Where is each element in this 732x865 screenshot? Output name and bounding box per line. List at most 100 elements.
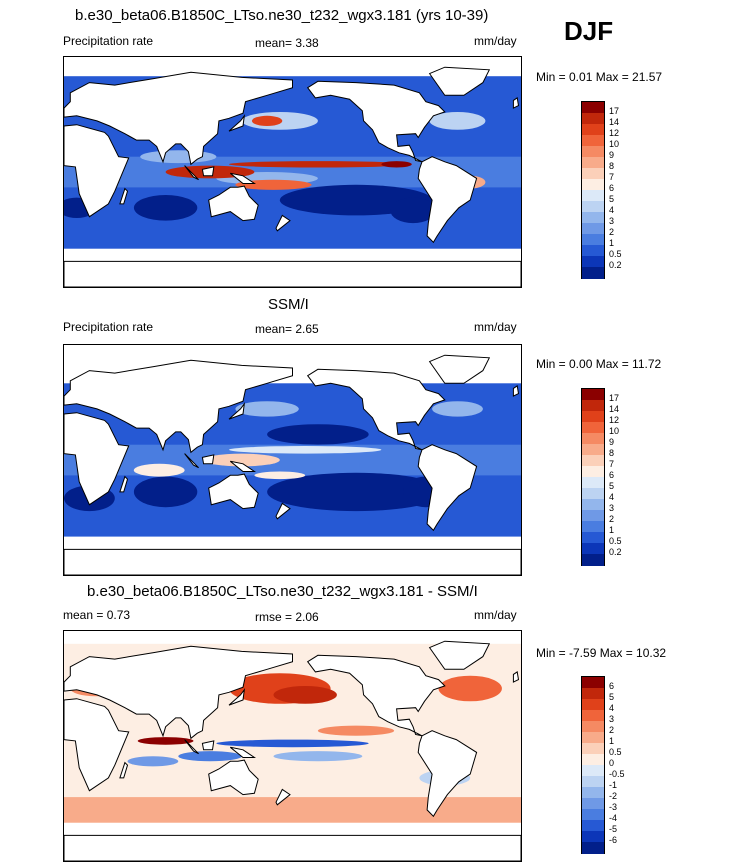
colorbar-tick-label: 5 [609, 194, 615, 204]
colorbar-swatch [582, 699, 604, 711]
continent-outline [306, 368, 446, 451]
continent-outline [306, 654, 446, 737]
precip-field-blob [137, 737, 194, 745]
colorbar-swatch [582, 455, 604, 467]
colorbar-swatch [582, 787, 604, 799]
continent-outline [417, 156, 478, 244]
colorbar-tick-label: 6 [609, 183, 615, 193]
panel-2-variable-label: Precipitation rate [63, 320, 154, 334]
continent-outline [201, 454, 215, 465]
panel-1-title: b.e30_beta06.B1850C_LTso.ne30_t232_wgx3.… [75, 7, 489, 24]
continent-outline [119, 761, 129, 779]
precip-field-blob [273, 686, 337, 704]
colorbar-tick-label: 10 [609, 426, 620, 436]
colorbar-swatch [582, 543, 604, 555]
colorbar-swatch [582, 223, 604, 235]
precip-field-blob [390, 197, 436, 224]
colorbar-tick-label: 4 [609, 205, 615, 215]
colorbar-tick-label: 1 [609, 525, 615, 535]
colorbar-tick-label: 2 [609, 725, 615, 735]
colorbar-tick-label: 0.2 [609, 260, 622, 270]
panel-3-units-label: mm/day [474, 608, 517, 622]
colorbar-tick-label: 0.5 [609, 536, 622, 546]
map-canvas [64, 354, 521, 575]
colorbar-tick-label: -4 [609, 813, 618, 823]
colorbar-tick-label: 1 [609, 736, 615, 746]
precip-field-blob [267, 424, 369, 445]
colorbar-tick-label: 4 [609, 703, 615, 713]
season-label: DJF [564, 16, 614, 46]
colorbar-swatch [582, 444, 604, 456]
colorbar-swatch [582, 721, 604, 733]
colorbar-tick-label: 10 [609, 139, 620, 149]
continent-outline [228, 687, 246, 706]
precip-field-band [64, 797, 521, 823]
precip-field-blob [432, 401, 483, 417]
colorbar-swatch [582, 124, 604, 136]
continent-outline [228, 401, 246, 420]
colorbar-tick-label: 14 [609, 117, 620, 127]
colorbar-tick-label: 7 [609, 459, 615, 469]
colorbar-swatch [582, 554, 604, 566]
continent-outline [275, 788, 291, 806]
colorbar-swatch [582, 245, 604, 257]
precip-field-blob [317, 725, 395, 736]
colorbar-swatch [582, 732, 604, 744]
colorbar-box [581, 101, 605, 279]
continent-outline [184, 453, 199, 469]
panel-3-mean-label: mean = 0.73 [63, 608, 131, 622]
continent-outline [64, 698, 130, 792]
colorbar-swatch [582, 256, 604, 268]
colorbar-swatch [582, 488, 604, 500]
panel-1-colorbar: 17 14 12 10 9 8 7 6 5 4 3 2 1 0.5 0.2 [581, 101, 641, 279]
colorbar-swatch [582, 179, 604, 191]
precip-field-blob [127, 756, 179, 767]
panel-1-variable-label: Precipitation rate [63, 34, 154, 48]
colorbar-tick-label: 12 [609, 128, 620, 138]
map-canvas [64, 66, 521, 287]
continent-outline [306, 80, 446, 163]
colorbar-tick-label: 0.5 [609, 747, 622, 757]
colorbar-swatch [582, 168, 604, 180]
panel-2-mean-label: mean= 2.65 [255, 322, 319, 336]
panel-3-title: b.e30_beta06.B1850C_LTso.ne30_t232_wgx3.… [87, 583, 478, 600]
colorbar-tick-label: -3 [609, 802, 618, 812]
colorbar-swatch [582, 532, 604, 544]
colorbar-box [581, 388, 605, 566]
continent-outline [229, 746, 257, 758]
colorbar-tick-label: -1 [609, 780, 618, 790]
continent-outline [64, 834, 521, 861]
colorbar-swatch [582, 102, 604, 114]
colorbar-tick-label: 5 [609, 692, 615, 702]
colorbar-tick-label: 3 [609, 216, 615, 226]
colorbar-tick-label: -2 [609, 791, 618, 801]
colorbar-swatch [582, 831, 604, 843]
panel-2-title: SSM/I [268, 296, 309, 313]
colorbar-tick-label: 6 [609, 681, 615, 691]
precip-field-blob [229, 446, 382, 454]
colorbar-tick-label: 2 [609, 514, 615, 524]
continent-outline [428, 66, 491, 96]
continent-outline [64, 548, 521, 575]
continent-outline [201, 740, 215, 751]
precip-field-blob [133, 463, 185, 477]
colorbar-swatch [582, 842, 604, 854]
panel-2-colorbar: 17 14 12 10 9 8 7 6 5 4 3 2 1 0.5 0.2 [581, 388, 641, 566]
continent-outline [64, 260, 521, 287]
colorbar-swatch [582, 422, 604, 434]
panel-3-diff-map [63, 630, 522, 862]
precip-field-blob [381, 161, 412, 168]
continent-outline [64, 124, 130, 218]
colorbar-tick-label: 17 [609, 106, 620, 116]
panel-2-units-label: mm/day [474, 320, 517, 334]
colorbar-swatch [582, 190, 604, 202]
colorbar-box [581, 676, 605, 854]
continent-outline [417, 730, 478, 818]
continent-outline [184, 165, 199, 181]
colorbar-tick-label: 1 [609, 238, 615, 248]
precip-field-blob [203, 453, 280, 467]
continent-outline [229, 460, 257, 472]
continent-outline [428, 640, 491, 670]
precip-field-blob [254, 471, 306, 480]
precip-field-blob [235, 401, 299, 417]
